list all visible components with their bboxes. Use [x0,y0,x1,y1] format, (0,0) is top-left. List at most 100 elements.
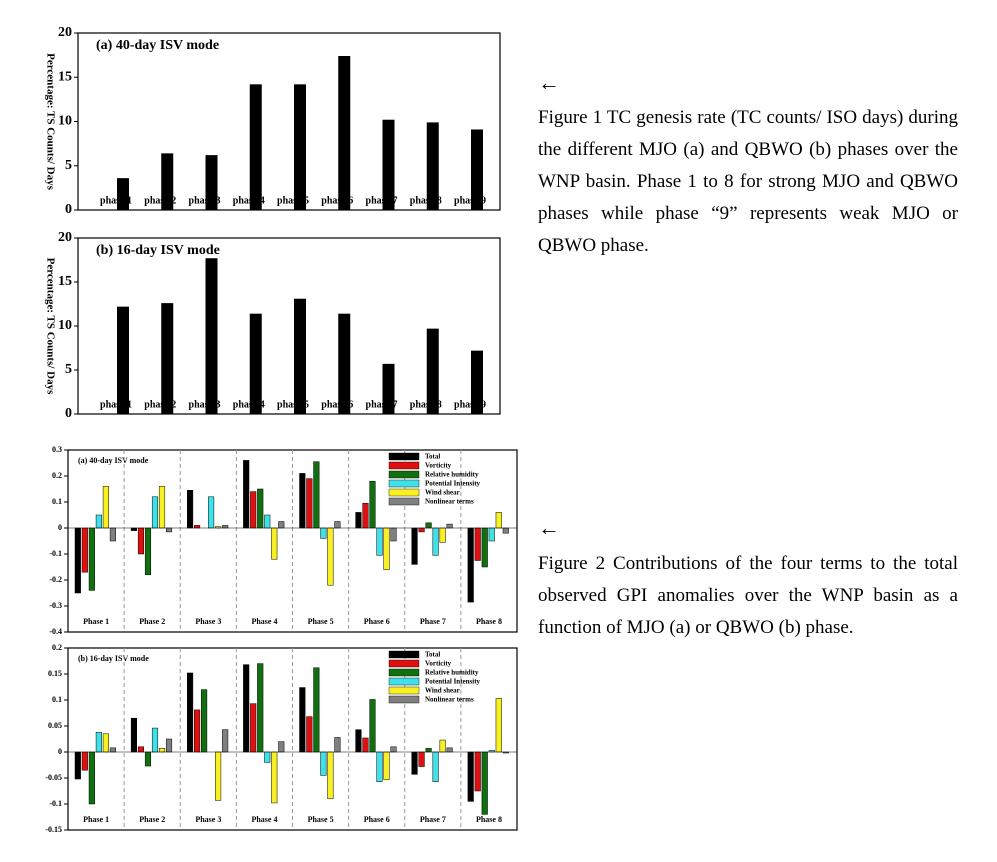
legend-label: Vorticity [425,660,452,668]
legend-label: Nonlinear terms [425,696,474,704]
bar [495,698,502,753]
x-tick-label: phase 8 [410,399,442,410]
x-tick-label: phase 3 [189,195,221,206]
bar [481,527,488,568]
legend-label: Nonlinear terms [425,498,474,506]
legend-label: Relative humidity [425,669,479,677]
bar [109,747,116,753]
x-tick-label: phase 9 [454,399,486,410]
bar [426,122,439,210]
bar [243,460,250,529]
bar [474,751,481,792]
x-tick-label: Phase 7 [420,617,446,626]
bar [205,155,218,210]
legend-swatch [388,479,420,488]
legend-swatch [388,452,420,461]
bar [130,527,138,531]
y-tick-label: -0.3 [49,601,62,610]
bar [334,737,341,753]
bar [488,527,495,542]
bar [165,738,173,753]
y-tick-label: -0.15 [45,825,62,834]
x-tick-label: phase 2 [144,195,176,206]
bar [294,84,306,210]
bar [74,527,81,594]
bar [327,527,334,586]
bar [432,751,439,782]
bar [249,313,262,414]
legend-swatch [388,686,420,695]
bar [95,731,102,753]
bar [411,751,418,775]
bar [338,56,351,211]
bar [102,486,109,529]
x-tick-label: Phase 6 [364,617,390,626]
y-tick-label: 0.2 [52,643,62,652]
x-tick-label: Phase 4 [251,617,277,626]
legend-label: Total [425,453,440,461]
x-tick-label: phase 4 [233,195,265,206]
legend-label: Total [425,651,440,659]
legend-label: Potential Intensity [425,678,481,686]
bar [151,496,159,529]
legend-swatch [388,461,420,470]
x-tick-label: Phase 2 [139,815,165,824]
bar [362,737,369,753]
legend-swatch [388,659,420,668]
bar [390,527,397,542]
bar [194,709,201,753]
y-tick-label: -0.1 [49,799,62,808]
legend-label: Wind shear [425,687,460,695]
bar [130,717,138,753]
x-tick-label: phase 5 [277,195,309,206]
bar [467,751,474,802]
bar [187,490,194,529]
x-tick-label: phase 7 [366,195,398,206]
bar [327,751,334,800]
bar [355,729,362,753]
y-tick-label: 15 [58,69,72,84]
y-tick-label: 10 [58,114,72,129]
x-tick-label: phase 8 [410,195,442,206]
y-tick-label: 0 [65,406,72,421]
bar [299,473,306,529]
bar [201,689,208,753]
bar [102,733,109,753]
legend-swatch [388,695,420,704]
x-tick-label: phase 7 [366,399,398,410]
x-tick-label: phase 9 [454,195,486,206]
bar [222,525,229,529]
bar [250,703,257,753]
x-tick-label: phase 2 [144,399,176,410]
caption: Figure 1 TC genesis rate (TC counts/ ISO… [538,107,958,256]
y-tick-label: 0.15 [48,669,62,678]
bar [376,751,383,782]
bar [249,84,262,210]
bar [271,751,278,804]
x-tick-label: Phase 2 [139,617,165,626]
bar [439,527,446,543]
bar [390,746,397,753]
x-tick-label: Phase 6 [364,815,390,824]
y-axis-label: Percentage: TS Counts/ Days [44,53,56,191]
x-tick-label: Phase 5 [308,617,334,626]
legend-label: Potential Intensity [425,480,481,488]
y-tick-label: 0.1 [52,497,62,506]
bar [264,514,271,529]
bar [294,298,306,414]
legend-label: Wind shear [425,489,460,497]
bar [278,521,285,529]
bar [151,727,159,753]
bar [369,480,376,529]
bar [418,751,425,767]
bar [264,751,271,763]
x-tick-label: phase 6 [321,195,353,206]
bar [137,527,145,555]
bar [334,521,341,529]
bar [376,527,383,556]
bar [471,129,483,210]
chart-title: (b) 16-day ISV mode [96,243,220,258]
legend-swatch [388,470,420,479]
bar [278,741,285,753]
